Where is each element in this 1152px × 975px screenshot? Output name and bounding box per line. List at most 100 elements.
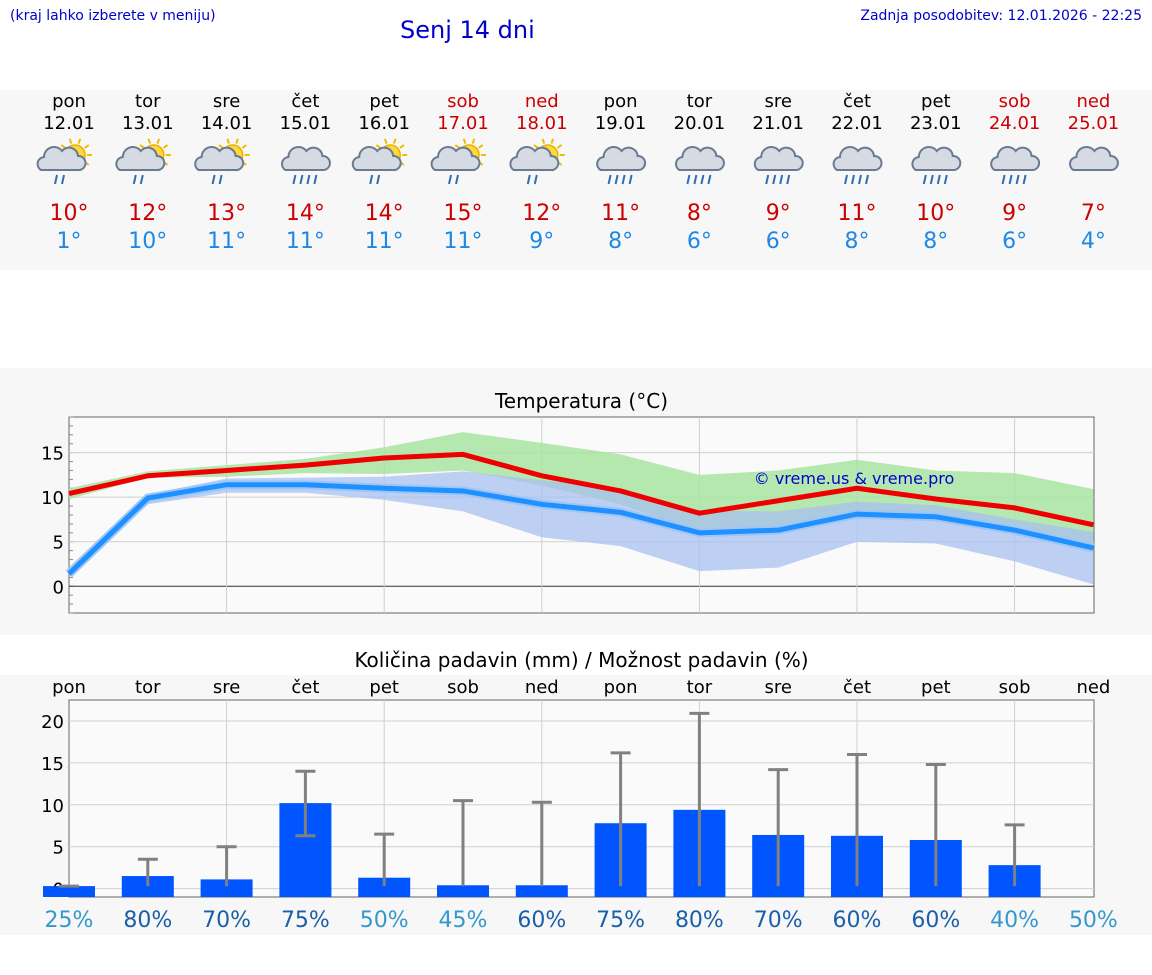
precip-day-label: ned: [1076, 677, 1110, 698]
day-date: 14.01: [201, 113, 253, 134]
precip-day-label: čet: [843, 677, 871, 698]
min-temp: 8°: [845, 229, 870, 254]
temp-y-tick-label: 15: [41, 444, 64, 465]
max-temp: 9°: [766, 201, 791, 226]
day-date: 20.01: [674, 113, 726, 134]
sun-ray: [60, 144, 66, 149]
min-temp: 4°: [1081, 229, 1106, 254]
page-title: Senj 14 dni: [400, 16, 535, 44]
precip-day-label: pon: [52, 677, 86, 698]
rain-drop: [218, 174, 223, 185]
rain-drop: [929, 174, 934, 185]
rain-drop: [132, 174, 137, 185]
rain-drop: [858, 174, 862, 185]
rain-drop: [306, 174, 311, 185]
rain-drop: [779, 174, 784, 185]
sun-ray: [139, 144, 145, 149]
sun-ray: [550, 138, 555, 144]
cloud-shape: [430, 146, 481, 171]
min-temp: 8°: [608, 229, 633, 254]
rain-drop: [1015, 174, 1020, 185]
rain-drop: [607, 174, 612, 185]
rain-drop: [686, 174, 691, 185]
precip-bar: [43, 886, 95, 897]
watermark: © vreme.us & vreme.pro: [754, 469, 955, 488]
day-name: sob: [999, 91, 1031, 112]
rain-drop: [61, 174, 65, 185]
max-temp-line: [68, 451, 1094, 528]
day-name: sob: [447, 91, 479, 112]
precip-probability: 70%: [202, 908, 251, 933]
forecast-band: [0, 90, 1152, 270]
precip-probability: 75%: [596, 908, 645, 933]
precip-bar: [437, 885, 489, 897]
day-date: 16.01: [358, 113, 410, 134]
rain-drop: [936, 174, 941, 185]
temp-y-tick-label: 0: [53, 577, 64, 598]
rain-drop: [292, 174, 297, 185]
rain-drop: [786, 174, 791, 185]
rain-drop: [707, 174, 712, 185]
precip-probability: 75%: [281, 908, 330, 933]
cloud-shape: [596, 146, 647, 171]
min-temp: 6°: [1002, 229, 1027, 254]
precip-y-tick-label: 10: [41, 796, 64, 817]
precip-probability: 60%: [517, 908, 566, 933]
min-temp: 11°: [365, 229, 404, 254]
day-date: 13.01: [122, 113, 174, 134]
min-temp-line: [67, 482, 1094, 576]
precip-probability: 80%: [675, 908, 724, 933]
sun-ray: [162, 144, 169, 149]
rain-drop: [851, 174, 855, 185]
cloud-shape: [115, 146, 166, 171]
precip-bar: [200, 879, 253, 897]
min-temp: 11°: [444, 229, 483, 254]
day-name: pon: [52, 91, 86, 112]
rain-drop: [533, 174, 538, 185]
last-updated: Zadnja posodobitev: 12.01.2026 - 22:25: [860, 8, 1142, 24]
precip-probability: 40%: [990, 908, 1039, 933]
cloud-shape: [280, 146, 331, 171]
rain-drop: [526, 174, 531, 185]
partly-sunny-rain-icon: [351, 138, 408, 185]
cloud-shape: [832, 146, 883, 171]
sun-ray: [241, 144, 247, 149]
day-name: čet: [291, 91, 319, 112]
cloud-shape: [1068, 146, 1119, 171]
sun-ray: [541, 138, 546, 144]
day-name: ned: [525, 91, 559, 112]
precip-probability: 70%: [754, 908, 803, 933]
partly-sunny-rain-icon: [115, 138, 171, 185]
max-temp: 10°: [916, 201, 955, 226]
cloud-shape: [36, 146, 87, 171]
rain-drop: [693, 174, 698, 185]
day-name: sre: [764, 91, 791, 112]
rain-drop: [765, 174, 770, 185]
sun-ray: [462, 138, 467, 144]
cloud-rain-icon: [674, 146, 725, 185]
rain-drop: [1001, 174, 1006, 185]
day-name: čet: [843, 91, 871, 112]
min-temp: 11°: [286, 229, 325, 254]
day-name: ned: [1076, 91, 1110, 112]
cloud-rain-icon: [990, 146, 1041, 185]
precip-day-label: sob: [999, 677, 1031, 698]
sun-ray: [218, 144, 224, 149]
city-menu-hint[interactable]: (kraj lahko izberete v meniju): [10, 8, 216, 24]
day-date: 15.01: [280, 113, 332, 134]
sun-ray: [454, 144, 460, 149]
day-date: 21.01: [752, 113, 804, 134]
min-temp: 6°: [687, 229, 712, 254]
cloud-icon: [1068, 146, 1119, 171]
rain-drop: [614, 174, 619, 185]
sun-ray: [235, 138, 239, 144]
min-temp: 6°: [766, 229, 791, 254]
precip-day-label: pet: [921, 677, 951, 698]
precip-day-label: sre: [213, 677, 240, 698]
rain-drop: [943, 174, 948, 185]
cloud-shape: [990, 146, 1041, 171]
max-temp: 14°: [286, 201, 325, 226]
day-date: 19.01: [595, 113, 647, 134]
partly-sunny-rain-icon: [194, 138, 250, 185]
rain-drop: [700, 174, 705, 185]
